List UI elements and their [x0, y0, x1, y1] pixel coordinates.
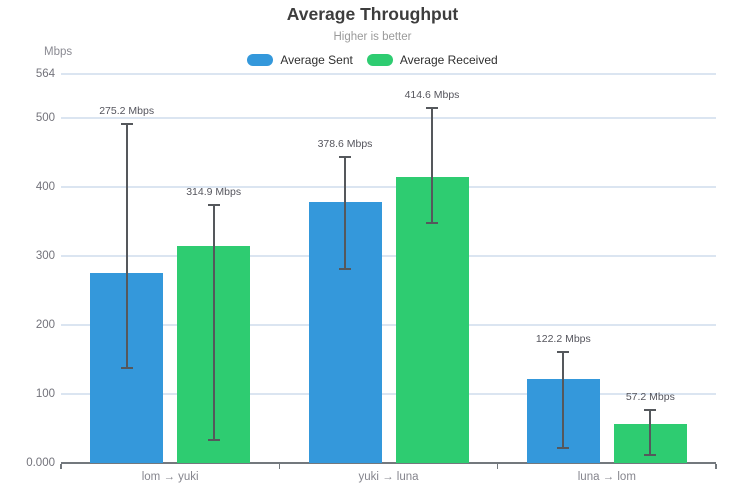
legend-label-received: Average Received — [399, 53, 498, 67]
bar-average-received-1 — [395, 177, 469, 463]
error-bar-cap-top — [557, 350, 570, 353]
y-tick-label: 500 — [35, 112, 55, 125]
legend-label-sent: Average Sent — [280, 53, 353, 67]
gridline — [61, 117, 716, 119]
error-bar-cap-bottom — [644, 453, 657, 456]
x-tick-label: luna → lom — [577, 471, 636, 483]
x-tick-label: lom → yuki — [141, 471, 199, 483]
gridline — [61, 393, 716, 395]
error-bar-cap-bottom — [557, 446, 570, 449]
gridline — [61, 255, 716, 257]
x-axis-line — [61, 462, 716, 464]
error-bar-cap-bottom — [120, 366, 133, 369]
error-bar-line — [344, 156, 346, 270]
gridline — [61, 324, 716, 326]
x-axis-tick — [715, 464, 717, 469]
error-bar-line — [125, 123, 128, 368]
bar-value-label: 314.9 Mbps — [186, 186, 242, 199]
x-tick-label: yuki → luna — [358, 471, 419, 483]
y-tick-label: 564 — [35, 68, 55, 80]
error-bar-cap-top — [426, 106, 438, 109]
x-axis-tick — [278, 464, 281, 469]
bar-value-label: 275.2 Mbps — [99, 104, 155, 117]
error-bar-line — [649, 409, 652, 455]
error-bar-line — [212, 205, 215, 441]
error-bar-cap-top — [120, 122, 133, 125]
bar-value-label: 57.2 Mbps — [625, 390, 675, 403]
bar-value-label: 414.6 Mbps — [404, 88, 460, 101]
error-bar-cap-bottom — [426, 221, 438, 224]
legend-swatch-received-icon — [366, 54, 393, 66]
error-bar-line — [431, 107, 433, 223]
y-tick-label: 300 — [35, 250, 55, 263]
y-tick-label: 0.000 — [26, 457, 55, 469]
legend-item-average-sent[interactable]: Average Sent — [247, 53, 353, 67]
chart-title: Average Throughput — [286, 4, 459, 24]
error-bar-line — [562, 351, 565, 448]
legend-swatch-sent-icon — [247, 54, 274, 66]
x-axis-tick — [60, 464, 62, 469]
y-tick-label: 100 — [35, 388, 55, 401]
error-bar-cap-top — [207, 204, 220, 207]
gridline — [61, 73, 716, 75]
chart-subtitle: Higher is better — [333, 31, 412, 43]
bar-value-label: 378.6 Mbps — [317, 137, 373, 150]
error-bar-cap-bottom — [339, 268, 351, 271]
error-bar-cap-bottom — [207, 439, 220, 442]
y-axis-unit-label: Mbps — [44, 46, 73, 58]
bar-value-label: 122.2 Mbps — [535, 332, 591, 345]
y-tick-label: 400 — [35, 181, 55, 194]
legend-item-average-received[interactable]: Average Received — [366, 53, 498, 67]
x-axis-tick — [496, 464, 499, 469]
error-bar-cap-top — [339, 155, 351, 158]
error-bar-cap-top — [644, 408, 657, 411]
y-tick-label: 200 — [35, 319, 55, 332]
gridline — [61, 186, 716, 188]
legend: Average Sent Average Received — [0, 53, 745, 67]
